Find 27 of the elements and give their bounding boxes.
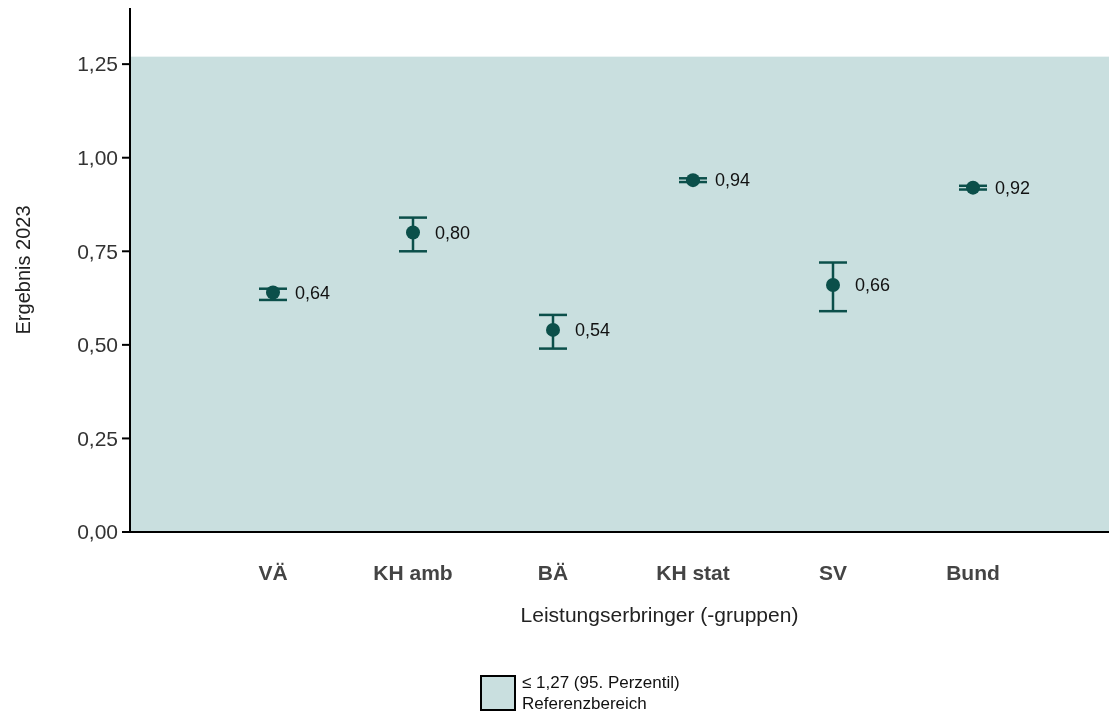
data-label: 0,94: [715, 170, 751, 191]
point: [826, 277, 840, 292]
point: [966, 180, 980, 195]
y-tick-label: 0,50: [77, 333, 118, 357]
x-tick-label: Bund: [946, 561, 1000, 584]
data-label: 0,66: [855, 275, 891, 296]
point: [546, 322, 560, 337]
x-tick-label: KH amb: [373, 561, 453, 584]
y-axis-title: Ergebnis 2023: [12, 205, 34, 335]
y-tick-label: 0,00: [77, 520, 118, 544]
point: [686, 173, 700, 188]
y-tick-label: 0,25: [77, 426, 118, 450]
data-label: 0,92: [995, 177, 1031, 198]
data-label: 0,64: [295, 282, 331, 303]
y-tick-label: 0,75: [77, 239, 118, 263]
data-label: 0,54: [575, 320, 611, 341]
point: [266, 285, 280, 300]
x-tick-label: SV: [818, 561, 848, 584]
x-tick-label: VÄ: [258, 561, 288, 584]
data-label: 0,80: [435, 222, 471, 243]
y-tick-label: 1,25: [77, 52, 118, 76]
legend-label: ≤ 1,27 (95. Perzentil) Referenzbereich: [522, 673, 685, 713]
point: [406, 225, 420, 240]
y-tick-label: 1,00: [77, 146, 118, 170]
x-tick-label: BÄ: [537, 561, 569, 584]
x-tick-label: KH stat: [656, 561, 730, 584]
x-axis-title: Leistungserbringer (-gruppen): [520, 603, 799, 626]
